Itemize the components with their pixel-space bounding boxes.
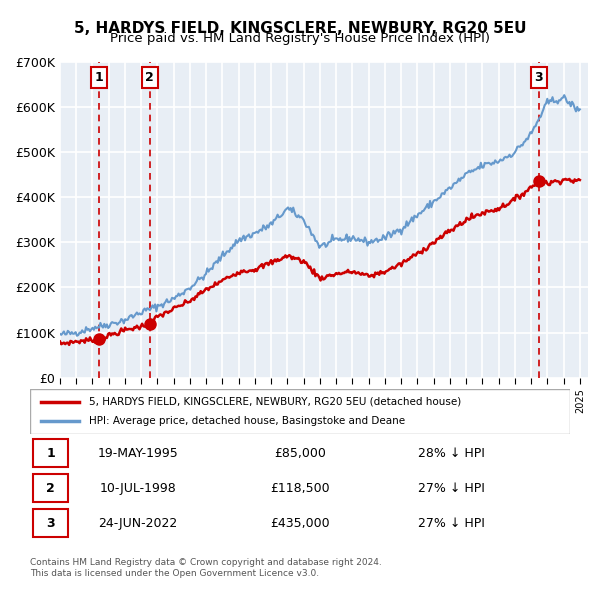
Text: 5, HARDYS FIELD, KINGSCLERE, NEWBURY, RG20 5EU: 5, HARDYS FIELD, KINGSCLERE, NEWBURY, RG… xyxy=(74,21,526,35)
Text: 10-JUL-1998: 10-JUL-1998 xyxy=(100,481,176,495)
Text: £435,000: £435,000 xyxy=(270,517,330,530)
Bar xyxy=(60,62,98,378)
Text: 1: 1 xyxy=(94,71,103,84)
Text: This data is licensed under the Open Government Licence v3.0.: This data is licensed under the Open Gov… xyxy=(30,569,319,578)
Text: 5, HARDYS FIELD, KINGSCLERE, NEWBURY, RG20 5EU (detached house): 5, HARDYS FIELD, KINGSCLERE, NEWBURY, RG… xyxy=(89,397,461,407)
Bar xyxy=(539,62,588,378)
Text: 27% ↓ HPI: 27% ↓ HPI xyxy=(418,481,485,495)
FancyBboxPatch shape xyxy=(33,474,68,503)
Text: HPI: Average price, detached house, Basingstoke and Deane: HPI: Average price, detached house, Basi… xyxy=(89,417,406,426)
Text: Contains HM Land Registry data © Crown copyright and database right 2024.: Contains HM Land Registry data © Crown c… xyxy=(30,558,382,566)
Text: Price paid vs. HM Land Registry's House Price Index (HPI): Price paid vs. HM Land Registry's House … xyxy=(110,32,490,45)
Text: 3: 3 xyxy=(46,517,55,530)
Text: 24-JUN-2022: 24-JUN-2022 xyxy=(98,517,178,530)
FancyBboxPatch shape xyxy=(33,509,68,537)
Text: 19-MAY-1995: 19-MAY-1995 xyxy=(98,447,178,460)
Text: 28% ↓ HPI: 28% ↓ HPI xyxy=(418,447,485,460)
Text: 27% ↓ HPI: 27% ↓ HPI xyxy=(418,517,485,530)
Text: £85,000: £85,000 xyxy=(274,447,326,460)
Bar xyxy=(149,62,539,378)
Text: £118,500: £118,500 xyxy=(270,481,330,495)
Bar xyxy=(98,62,149,378)
FancyBboxPatch shape xyxy=(33,439,68,467)
Text: 2: 2 xyxy=(145,71,154,84)
Text: 1: 1 xyxy=(46,447,55,460)
Text: 3: 3 xyxy=(535,71,543,84)
FancyBboxPatch shape xyxy=(30,389,570,434)
Text: 2: 2 xyxy=(46,481,55,495)
